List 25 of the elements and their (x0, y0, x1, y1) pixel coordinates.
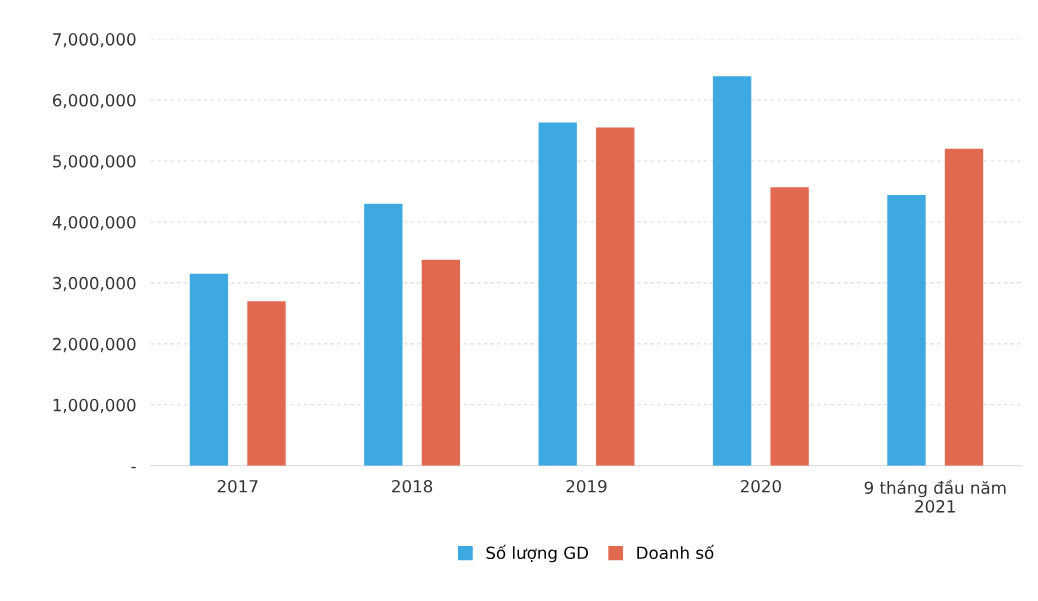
x-tick-label: 2018 (392, 479, 433, 493)
bar (712, 76, 752, 466)
bar (596, 127, 635, 466)
x-tick-label: 2020 (740, 479, 781, 493)
y-tick-label: 3,000,000 (53, 276, 136, 292)
y-tick-label: 2,000,000 (53, 337, 136, 353)
y-tick-label: 6,000,000 (52, 93, 136, 109)
y-tick-label: 7,000,000 (53, 33, 136, 48)
x-tick-label: 9 tháng đầu năm 2021 (864, 479, 1006, 513)
y-tick-label: - (131, 466, 136, 469)
bar (770, 187, 809, 466)
y-tick-label: 5,000,000 (53, 154, 136, 170)
y-tick-label: 1,000,000 (53, 398, 136, 414)
bar (887, 195, 926, 466)
x-tick-label: 2019 (566, 479, 607, 493)
legend-label: Doanh số (637, 544, 715, 560)
bar (247, 301, 286, 466)
bar (189, 273, 229, 466)
legend-label: Số lượng GD (486, 544, 589, 563)
bar (364, 203, 403, 466)
bar (538, 122, 577, 466)
bar (421, 259, 461, 466)
y-tick-label: 4,000,000 (52, 215, 136, 231)
bar (944, 148, 984, 466)
x-tick-label: 2017 (217, 479, 258, 493)
